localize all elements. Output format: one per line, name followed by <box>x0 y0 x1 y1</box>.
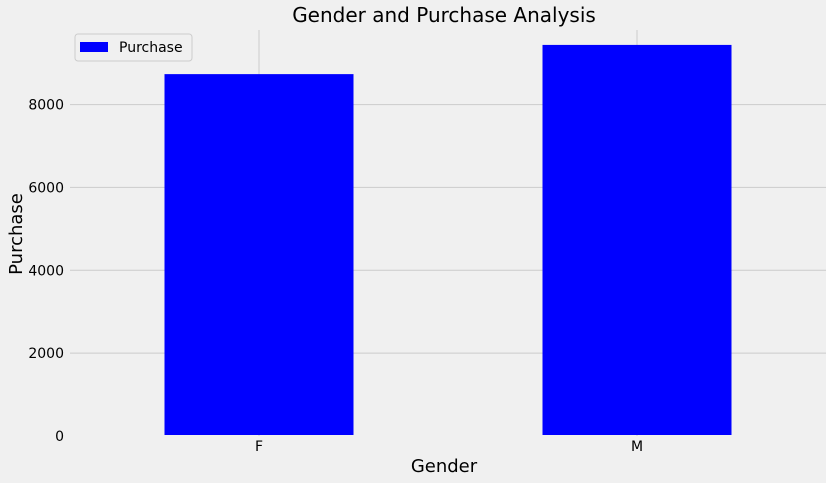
x-tick-label: F <box>255 439 263 455</box>
legend-box <box>74 33 193 62</box>
y-tick-label: 4000 <box>28 263 64 279</box>
bars <box>164 44 732 436</box>
x-axis-label: Gender <box>411 456 478 477</box>
y-axis-ticks: 0 2000 4000 6000 8000 <box>28 98 64 445</box>
legend: Purchase <box>74 33 193 62</box>
y-tick-label: 0 <box>55 429 64 445</box>
x-tick-label: M <box>631 439 643 455</box>
legend-label: Purchase <box>119 40 183 56</box>
y-tick-label: 8000 <box>28 98 64 114</box>
chart-title: Gender and Purchase Analysis <box>292 3 596 27</box>
bar-m <box>542 44 732 436</box>
y-tick-label: 6000 <box>28 180 64 196</box>
legend-swatch <box>80 42 108 52</box>
y-tick-label: 2000 <box>28 346 64 362</box>
bar-f <box>164 74 354 435</box>
y-axis-label: Purchase <box>6 193 27 275</box>
